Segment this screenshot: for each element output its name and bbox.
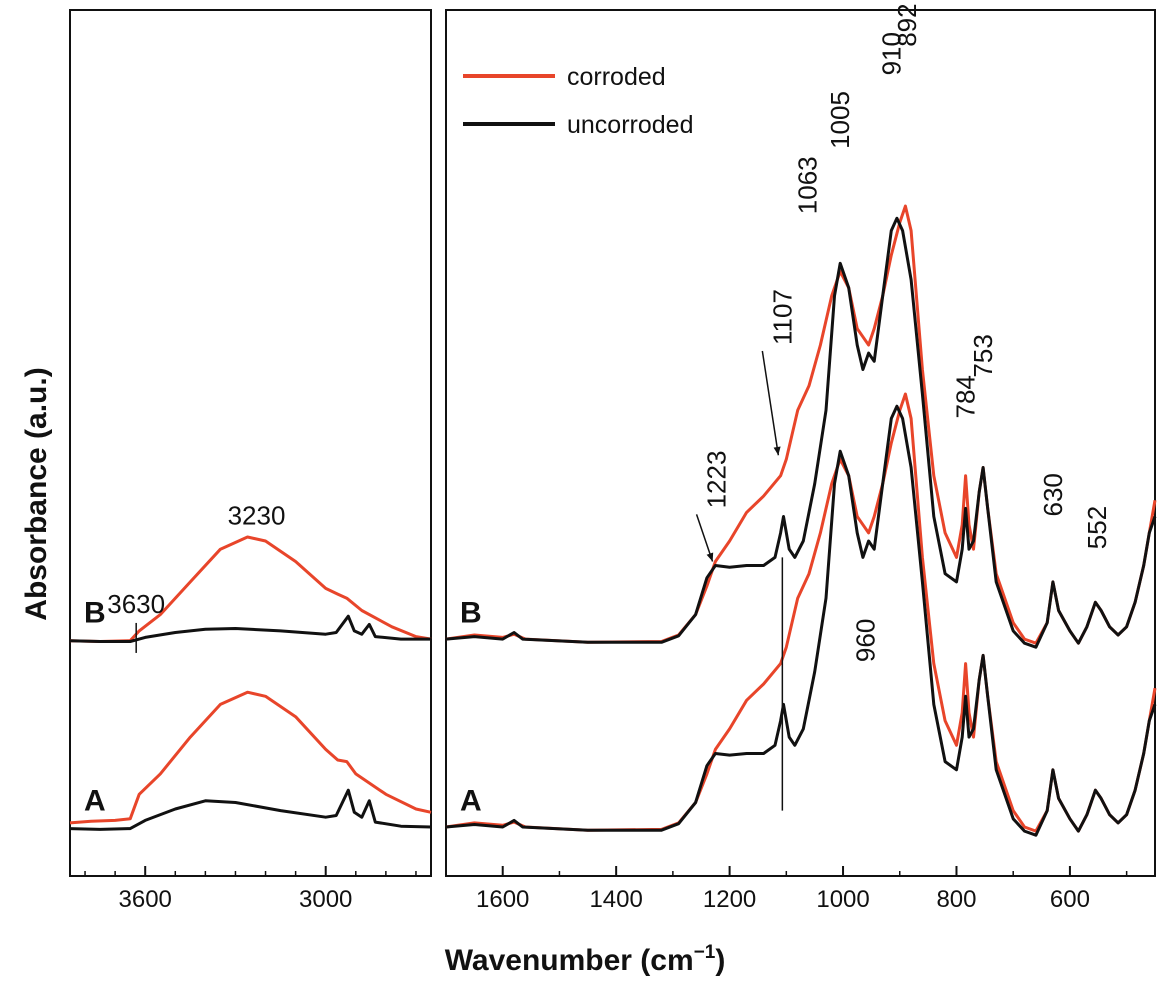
x-tick-label: 1000: [816, 886, 869, 913]
peak-label-630: 630: [1038, 473, 1068, 516]
right-panel-label-A: A: [460, 785, 482, 818]
left-plot-frame: [69, 9, 432, 877]
series-line-corroded-B: [445, 204, 1157, 645]
peak-label-552: 552: [1082, 506, 1112, 549]
right-plot-frame: [445, 9, 1156, 877]
x-tick-label: 1600: [476, 886, 529, 913]
right-panel-label-B: B: [460, 597, 482, 630]
peak-label-892: 892: [892, 3, 922, 46]
peak-label-753: 753: [968, 334, 998, 377]
series-line-uncorroded-A: [445, 404, 1157, 837]
x-axis-title: Wavenumber (cm−1): [445, 942, 726, 977]
peak-label-910: 910: [876, 32, 906, 75]
peak-label-1005: 1005: [825, 91, 855, 149]
x-tick-label: 3600: [119, 886, 172, 913]
peak-label-3630: 3630: [107, 589, 165, 619]
legend-uncorroded-label: uncorroded: [567, 111, 693, 139]
peak-arrowhead-1223: [706, 552, 714, 562]
peak-label-1063: 1063: [792, 156, 822, 214]
x-tick-label: 600: [1050, 886, 1090, 913]
x-tick-label: 1200: [703, 886, 756, 913]
x-tick-label: 1400: [589, 886, 642, 913]
x-tick-label: 3000: [299, 886, 352, 913]
x-tick-label: 800: [936, 886, 976, 913]
series-line-uncorroded-A: [69, 788, 432, 831]
y-axis-title: Absorbance (a.u.): [20, 367, 53, 620]
left-panel: 3600 3000 3630 3230 B A: [69, 9, 432, 913]
x-axis-title-close: ): [715, 944, 725, 977]
left-panel-label-B: B: [84, 597, 106, 630]
series-line-uncorroded-B: [69, 614, 431, 643]
peak-arrow-1107: [761, 350, 780, 456]
left-panel-label-A: A: [84, 785, 106, 818]
peak-label-1107: 1107: [767, 289, 797, 345]
peak-arrowhead-1107: [773, 446, 781, 456]
peak-label-1223: 1223: [702, 451, 732, 509]
peak-label-3230: 3230: [228, 501, 286, 531]
peak-label-784: 784: [951, 375, 981, 418]
series-line-corroded-A: [69, 690, 432, 825]
x-axis-title-main: Wavenumber (cm: [445, 944, 694, 977]
series-line-uncorroded-B: [445, 216, 1157, 649]
peak-label-960: 960: [851, 619, 881, 662]
legend: corroded uncorroded: [463, 63, 693, 139]
legend-corroded-label: corroded: [567, 63, 666, 91]
x-axis-title-superscript: −1: [694, 942, 716, 963]
